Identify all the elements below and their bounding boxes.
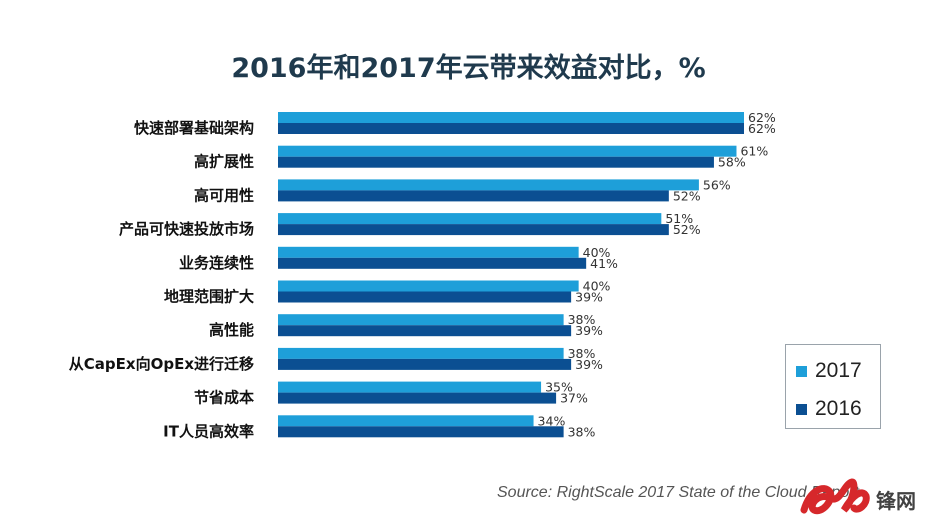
- source-note: Source: RightScale 2017 State of the Clo…: [497, 484, 859, 501]
- data-label-2016: 38%: [568, 424, 596, 439]
- data-label-2016: 52%: [673, 188, 701, 203]
- bar-2016: [278, 123, 744, 134]
- bar-2016: [278, 190, 669, 202]
- legend-swatch-2016: [796, 403, 807, 415]
- category-label: 地理范围扩大: [164, 288, 254, 306]
- category-label: 从CapEx向OpEx进行迁移: [69, 355, 254, 373]
- watermark-logo: 锋网: [800, 478, 916, 515]
- category-label: 快速部署基础架构: [134, 119, 254, 137]
- legend-item-2016: 2016: [796, 397, 862, 421]
- bar-2017: [278, 347, 564, 359]
- bar-2016: [278, 291, 572, 303]
- data-label-2016: 39%: [575, 357, 603, 372]
- data-label-2017: 56%: [703, 177, 731, 192]
- legend-label-2016: 2016: [815, 397, 862, 420]
- chart-title: 2016年和2017年云带来效益对比，%: [231, 53, 706, 84]
- legend: 2017 2016: [785, 344, 881, 429]
- data-label-2017: 34%: [538, 413, 566, 428]
- data-label-2016: 41%: [590, 256, 618, 271]
- legend-label-2017: 2017: [815, 359, 862, 382]
- bar-2017: [278, 314, 564, 326]
- bar-2016: [278, 358, 572, 370]
- data-label-2017: 35%: [545, 380, 573, 395]
- data-label-2016: 58%: [718, 155, 746, 170]
- category-label: 产品可快速投放市场: [119, 220, 254, 238]
- bar-2016: [278, 156, 714, 168]
- data-label-2017: 51%: [665, 211, 693, 226]
- legend-item-2017: 2017: [796, 359, 862, 383]
- bar-2017: [278, 415, 534, 427]
- bar-2016: [278, 257, 587, 269]
- bar-2016: [278, 224, 669, 236]
- bar-2017: [278, 381, 542, 393]
- bar-2017: [278, 213, 662, 225]
- data-label-2016: 39%: [575, 290, 603, 305]
- data-label-2017: 38%: [568, 312, 596, 327]
- bar-2017: [278, 145, 737, 157]
- bar-2016: [278, 325, 572, 337]
- category-label: 业务连续性: [179, 254, 254, 272]
- bar-2016: [278, 392, 557, 404]
- data-label-2017: 61%: [740, 144, 768, 159]
- category-label: 高可用性: [194, 186, 254, 204]
- bar-2017: [278, 179, 699, 191]
- data-label-2016: 39%: [575, 323, 603, 338]
- data-label-2016: 62%: [748, 121, 776, 136]
- category-label: 高扩展性: [194, 153, 254, 171]
- data-label-2017: 40%: [583, 279, 611, 294]
- data-label-2016: 52%: [673, 222, 701, 237]
- bar-2016: [278, 426, 564, 438]
- data-label-2016: 37%: [560, 391, 588, 406]
- category-label: 高性能: [209, 321, 254, 339]
- category-label: 节省成本: [194, 389, 254, 407]
- bar-2017: [278, 280, 579, 292]
- legend-swatch-2017: [796, 365, 807, 377]
- bar-2017: [278, 246, 579, 258]
- category-label: IT人员高效率: [163, 422, 254, 440]
- data-label-2017: 40%: [583, 245, 611, 260]
- bar-2017: [278, 112, 744, 123]
- svg-text:锋网: 锋网: [876, 489, 916, 513]
- data-label-2017: 62%: [748, 110, 776, 125]
- data-label-2017: 38%: [568, 346, 596, 361]
